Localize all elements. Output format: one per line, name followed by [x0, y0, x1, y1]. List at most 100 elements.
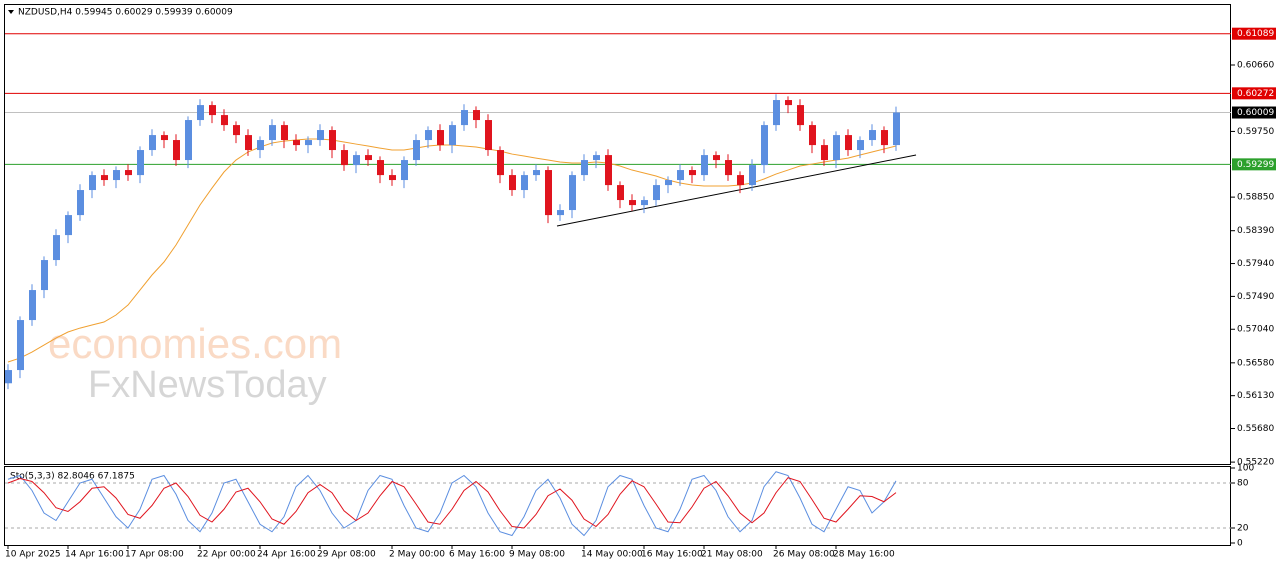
stoch-tick-label: 20 [1237, 524, 1249, 534]
candle-body [125, 170, 132, 176]
candle-body [197, 105, 204, 121]
x-tick-label: 2 May 00:00 [389, 550, 445, 560]
level-label: 0.60272 [1237, 89, 1274, 99]
x-tick-label: 14 May 00:00 [581, 550, 643, 560]
y-tick-label: 0.56130 [1237, 391, 1274, 401]
y-tick-label: 0.57040 [1237, 325, 1274, 335]
candle-body [521, 175, 528, 191]
level-box [1232, 87, 1276, 100]
candle-body [809, 125, 816, 146]
watermark: economies.com FxNewsToday [48, 320, 342, 406]
x-tick-label: 28 May 16:00 [833, 550, 895, 560]
candle-body [257, 140, 264, 151]
level-box [1232, 106, 1276, 119]
candle-body [53, 235, 60, 261]
candle-body [557, 210, 564, 216]
candle-body [749, 165, 756, 186]
stoch-line [7, 471, 897, 537]
y-tick-label: 0.60660 [1237, 61, 1274, 71]
candle-body [761, 125, 768, 166]
candle-body [605, 155, 612, 186]
watermark-1: economies.com [48, 320, 342, 367]
chart-title: NZDUSD,H4 0.59945 0.60029 0.59939 0.6000… [18, 8, 233, 18]
level-box [1232, 27, 1276, 40]
candle-body [149, 135, 156, 151]
x-tick-label: 26 May 08:00 [773, 550, 835, 560]
x-tick-label: 29 Apr 08:00 [317, 550, 376, 560]
candle-body [281, 125, 288, 141]
candle-body [881, 130, 888, 146]
candle-body [617, 185, 624, 201]
candle-body [161, 135, 168, 141]
candle-body [713, 155, 720, 161]
candle-body [5, 370, 12, 384]
y-tick-label: 0.58850 [1237, 193, 1274, 203]
candle-body [89, 175, 96, 191]
stoch-tick-label: 100 [1237, 464, 1254, 474]
candle-body [737, 175, 744, 186]
x-tick-label: 24 Apr 16:00 [257, 550, 316, 560]
y-tick-label: 0.58390 [1237, 226, 1274, 236]
trendline [556, 154, 917, 227]
candle-body [497, 150, 504, 176]
candle-body [341, 150, 348, 166]
x-tick-label: 17 Apr 08:00 [125, 550, 184, 560]
y-tick-label: 0.55680 [1237, 424, 1274, 434]
x-tick-label: 9 May 08:00 [509, 550, 565, 560]
candle-body [581, 160, 588, 176]
candle-body [545, 170, 552, 216]
candle-body [677, 170, 684, 181]
candle-body [533, 170, 540, 176]
candle-body [77, 190, 84, 216]
candle-body [845, 135, 852, 151]
x-tick-label: 6 May 16:00 [449, 550, 505, 560]
candle-body [293, 140, 300, 146]
candle-body [725, 160, 732, 176]
candle-body [137, 150, 144, 176]
stoch-tick-label: 0 [1237, 539, 1243, 549]
candle-body [185, 120, 192, 161]
candle-body [329, 130, 336, 151]
candle-body [425, 130, 432, 141]
candle-body [653, 185, 660, 201]
main-frame [4, 4, 1231, 465]
y-tick-label: 0.59750 [1237, 127, 1274, 137]
candle-body [509, 175, 516, 191]
x-tick-label: 22 Apr 00:00 [197, 550, 256, 560]
candle-body [65, 215, 72, 236]
candle-body [449, 125, 456, 146]
candle-body [377, 160, 384, 176]
candle-body [869, 130, 876, 141]
y-tick-label: 0.55220 [1237, 458, 1274, 468]
candle-body [773, 100, 780, 126]
candle-body [41, 260, 48, 291]
menu-arrow[interactable] [8, 10, 14, 14]
candle-body [233, 125, 240, 136]
candle-body [821, 145, 828, 161]
candle-body [485, 120, 492, 151]
candle-body [353, 155, 360, 166]
candle-body [305, 140, 312, 146]
candle-body [461, 110, 468, 126]
candle-body [113, 170, 120, 181]
candle-body [401, 160, 408, 181]
candle-body [389, 175, 396, 181]
indicator-label: Sto(5,3,3) 82.8046 67.1875 [10, 472, 135, 482]
candle-body [413, 140, 420, 161]
sub-frame [4, 466, 1231, 546]
level-label: 0.60009 [1237, 108, 1274, 118]
candle-body [641, 200, 648, 206]
candle-body [665, 180, 672, 186]
x-tick-label: 16 May 16:00 [641, 550, 703, 560]
candle-body [797, 105, 804, 126]
candle-body [29, 290, 36, 321]
candle-body [569, 175, 576, 211]
candle-body [833, 135, 840, 161]
candle-body [173, 140, 180, 161]
level-label: 0.61089 [1237, 29, 1274, 39]
x-tick-label: 10 Apr 2025 [5, 550, 61, 560]
candle-body [245, 135, 252, 151]
candle-body [365, 155, 372, 161]
